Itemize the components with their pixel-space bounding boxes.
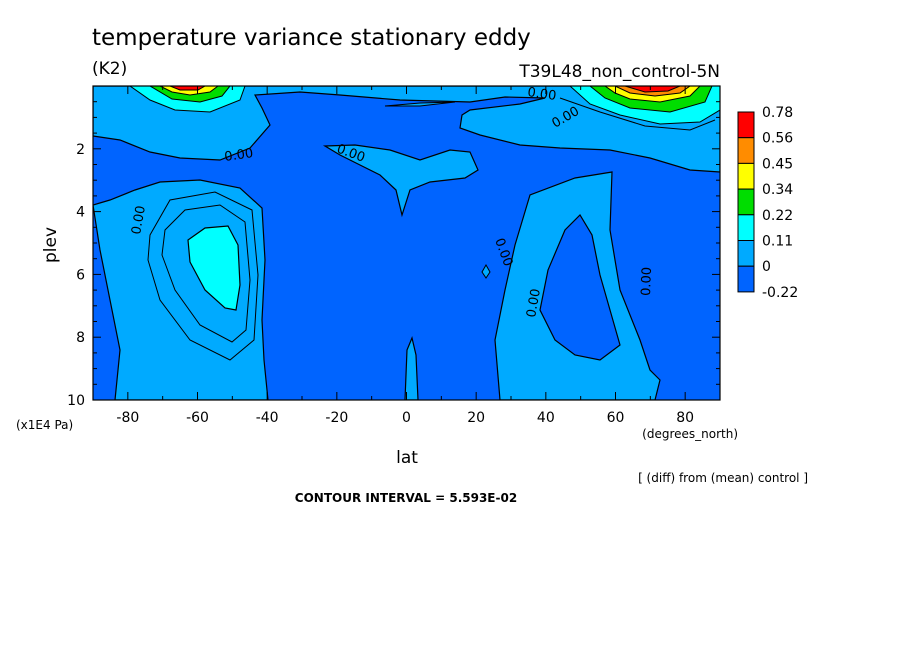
- y-axis: 2 4 6 8 10: [67, 85, 720, 409]
- colorbar-swatch: [737, 162, 755, 190]
- x-axis-label: lat: [396, 448, 418, 468]
- y-tick-label: 6: [76, 267, 85, 283]
- x-tick-label: 20: [467, 410, 485, 426]
- contour-line-inner-2: [147, 191, 259, 361]
- contour-line-north-top: [559, 97, 716, 131]
- x-tick-label: -40: [256, 410, 279, 426]
- colorbar-level-label: 0.45: [762, 156, 793, 172]
- colorbar-level-label: -0.22: [762, 285, 798, 301]
- region-north-inner-gap: [539, 214, 621, 361]
- colorbar-swatch: [737, 265, 755, 293]
- x-tick-label: -80: [116, 410, 139, 426]
- chart-title: temperature variance stationary eddy: [92, 25, 531, 51]
- contour-line-inner-1: [161, 204, 251, 343]
- colorbar-swatch: [737, 137, 755, 164]
- colorbar-level-label: 0.11: [762, 234, 793, 250]
- y-axis-label: plev: [41, 227, 61, 263]
- colorbar-swatch: [737, 240, 755, 267]
- colorbar-swatch: [737, 188, 755, 216]
- y-tick-label: 8: [76, 330, 85, 346]
- units-label: (K2): [92, 59, 127, 79]
- region-mid-wedge: [322, 144, 479, 218]
- x-tick-label: 40: [537, 410, 555, 426]
- colorbar-level-label: 0.56: [762, 131, 793, 147]
- x-axis: -80 -60 -40 -20 0 20 40 60 80: [92, 86, 721, 426]
- experiment-label: T39L48_non_control-5N: [518, 62, 720, 82]
- contour-label: 0.00: [526, 85, 557, 104]
- region-southern-lobe: [93, 179, 269, 400]
- x-tick-label: 60: [607, 410, 625, 426]
- x-tick-label: 80: [676, 410, 694, 426]
- x-tick-label: -60: [186, 410, 209, 426]
- x-axis-units: (degrees_north): [642, 427, 738, 441]
- colorbar-level-label: 0: [762, 259, 771, 275]
- y-tick-label: 4: [76, 205, 85, 221]
- contour-label: 0.00: [639, 267, 655, 296]
- contour-label: 0.00: [223, 146, 254, 165]
- colorbar-level-label: 0.22: [762, 208, 793, 224]
- region-cyan-core: [187, 225, 241, 311]
- region-thin-sliver: [384, 101, 456, 107]
- colorbar-swatch: [737, 214, 755, 242]
- colorbar-swatch: [737, 111, 755, 139]
- region-equator-slit: [404, 336, 419, 400]
- region-top-band: [93, 86, 720, 173]
- x-tick-label: 0: [402, 410, 411, 426]
- colorbar-level-label: 0.78: [762, 105, 793, 121]
- x-tick-label: -20: [325, 410, 348, 426]
- colorbar: 0.78 0.56 0.45 0.34 0.22 0.11 0 -0.22: [737, 105, 798, 301]
- patch-north-top-red: [624, 86, 681, 93]
- y-axis-units: (x1E4 Pa): [16, 418, 73, 432]
- contour-field: [93, 86, 720, 400]
- y-tick-label: 2: [76, 142, 85, 158]
- region-small-island: [481, 263, 491, 279]
- diff-note: [ (diff) from (mean) control ]: [638, 471, 808, 485]
- y-tick-label: 10: [67, 393, 85, 409]
- contour-label: 0.00: [524, 288, 544, 319]
- contour-label: 0.00: [129, 205, 149, 236]
- colorbar-level-label: 0.34: [762, 182, 793, 198]
- contour-interval-label: CONTOUR INTERVAL = 5.593E-02: [295, 491, 517, 505]
